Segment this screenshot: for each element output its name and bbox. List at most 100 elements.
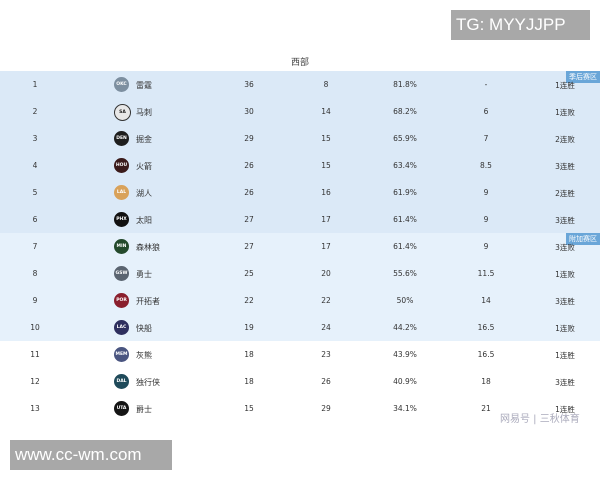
team-name: 火箭: [136, 162, 152, 171]
team-logo-icon: DEN: [114, 131, 129, 146]
streak-cell: 1连败: [555, 270, 575, 279]
rank-cell: 9: [32, 296, 38, 305]
playin-zone-badge: 附加赛区: [566, 233, 600, 245]
losses-cell: 29: [321, 404, 331, 413]
rank-cell: 2: [32, 107, 38, 116]
team-name: 雷霆: [136, 81, 152, 90]
team-logo-icon: OKC: [114, 77, 129, 92]
wins-cell: 22: [244, 296, 254, 305]
win-pct-cell: 81.8%: [393, 80, 417, 89]
streak-cell: 1连败: [555, 324, 575, 333]
win-pct-cell: 61.9%: [393, 188, 417, 197]
games-behind-cell: 14: [481, 296, 491, 305]
wins-cell: 25: [244, 269, 254, 278]
losses-cell: 17: [321, 242, 331, 251]
rank-cell: 10: [30, 323, 40, 332]
team-logo-icon: PHX: [114, 212, 129, 227]
team-name: 独行侠: [136, 378, 160, 387]
losses-cell: 8: [323, 80, 329, 89]
team-name: 森林狼: [136, 243, 160, 252]
losses-cell: 17: [321, 215, 331, 224]
rank-cell: 13: [30, 404, 40, 413]
table-row: SA 马刺 2 30 14 68.2% 6 1连败: [0, 98, 600, 125]
games-behind-cell: 9: [483, 242, 489, 251]
table-row: UTA 爵士 13 15 29 34.1% 21 1连胜: [0, 395, 600, 422]
rank-cell: 3: [32, 134, 38, 143]
win-pct-cell: 40.9%: [393, 377, 417, 386]
table-row: LAL 湖人 5 26 16 61.9% 9 2连胜: [0, 179, 600, 206]
win-pct-cell: 61.4%: [393, 215, 417, 224]
team-logo-icon: MEM: [114, 347, 129, 362]
team-logo-icon: LAL: [114, 185, 129, 200]
table-row: MEM 灰熊 11 18 23 43.9% 16.5 1连胜: [0, 341, 600, 368]
rank-cell: 11: [30, 350, 40, 359]
team-name: 湖人: [136, 189, 152, 198]
table-row: PHX 太阳 6 27 17 61.4% 9 3连胜: [0, 206, 600, 233]
games-behind-cell: 16.5: [477, 323, 495, 332]
streak-cell: 3连胜: [555, 216, 575, 225]
games-behind-cell: 18: [481, 377, 491, 386]
wins-cell: 27: [244, 215, 254, 224]
wins-cell: 18: [244, 377, 254, 386]
losses-cell: 15: [321, 134, 331, 143]
table-row: DAL 独行侠 12 18 26 40.9% 18 3连胜: [0, 368, 600, 395]
games-behind-cell: 16.5: [477, 350, 495, 359]
team-logo-icon: MIN: [114, 239, 129, 254]
wins-cell: 36: [244, 80, 254, 89]
team-logo-icon: HOU: [114, 158, 129, 173]
games-behind-cell: 9: [483, 188, 489, 197]
table-row: GSW 勇士 8 25 20 55.6% 11.5 1连败: [0, 260, 600, 287]
wins-cell: 26: [244, 161, 254, 170]
win-pct-cell: 50%: [396, 296, 414, 305]
team-logo-icon: POR: [114, 293, 129, 308]
team-logo-icon: GSW: [114, 266, 129, 281]
team-name: 开拓者: [136, 297, 160, 306]
playin-zone: 附加赛区: [0, 233, 600, 341]
wins-cell: 27: [244, 242, 254, 251]
team-logo-icon: LAC: [114, 320, 129, 335]
streak-cell: 1连胜: [555, 351, 575, 360]
wins-cell: 26: [244, 188, 254, 197]
games-behind-cell: 7: [483, 134, 489, 143]
table-row: POR 开拓者 9 22 22 50% 14 3连胜: [0, 287, 600, 314]
losses-cell: 26: [321, 377, 331, 386]
playoff-zone: 季后赛区: [0, 71, 600, 233]
playoff-zone-badge: 季后赛区: [566, 71, 600, 83]
streak-cell: 1连败: [555, 108, 575, 117]
win-pct-cell: 63.4%: [393, 161, 417, 170]
rank-cell: 5: [32, 188, 38, 197]
losses-cell: 15: [321, 161, 331, 170]
streak-cell: 2连败: [555, 135, 575, 144]
team-name: 马刺: [136, 108, 152, 117]
win-pct-cell: 65.9%: [393, 134, 417, 143]
wins-cell: 30: [244, 107, 254, 116]
win-pct-cell: 61.4%: [393, 242, 417, 251]
table-row: MIN 森林狼 7 27 17 61.4% 9 3连败: [0, 233, 600, 260]
win-pct-cell: 43.9%: [393, 350, 417, 359]
losses-cell: 16: [321, 188, 331, 197]
win-pct-cell: 68.2%: [393, 107, 417, 116]
rank-cell: 1: [32, 80, 38, 89]
games-behind-cell: 6: [483, 107, 489, 116]
team-logo-icon: SA: [114, 104, 131, 121]
rank-cell: 7: [32, 242, 38, 251]
games-behind-cell: 11.5: [477, 269, 495, 278]
tg-watermark: TG: MYYJJPP: [451, 10, 590, 40]
rank-cell: 6: [32, 215, 38, 224]
team-logo-icon: DAL: [114, 374, 129, 389]
games-behind-cell: 8.5: [480, 161, 492, 170]
table-row: HOU 火箭 4 26 15 63.4% 8.5 3连胜: [0, 152, 600, 179]
team-name: 勇士: [136, 270, 152, 279]
streak-cell: 3连胜: [555, 378, 575, 387]
win-pct-cell: 34.1%: [393, 404, 417, 413]
wins-cell: 19: [244, 323, 254, 332]
team-name: 快船: [136, 324, 152, 333]
games-behind-cell: 21: [481, 404, 491, 413]
rank-cell: 8: [32, 269, 38, 278]
streak-cell: 3连败: [555, 243, 575, 252]
source-watermark: 网易号 | 三秋体育: [500, 414, 580, 425]
table-row: LAC 快船 10 19 24 44.2% 16.5 1连败: [0, 314, 600, 341]
games-behind-cell: 9: [483, 215, 489, 224]
win-pct-cell: 55.6%: [393, 269, 417, 278]
site-watermark: www.cc-wm.com: [10, 440, 172, 470]
